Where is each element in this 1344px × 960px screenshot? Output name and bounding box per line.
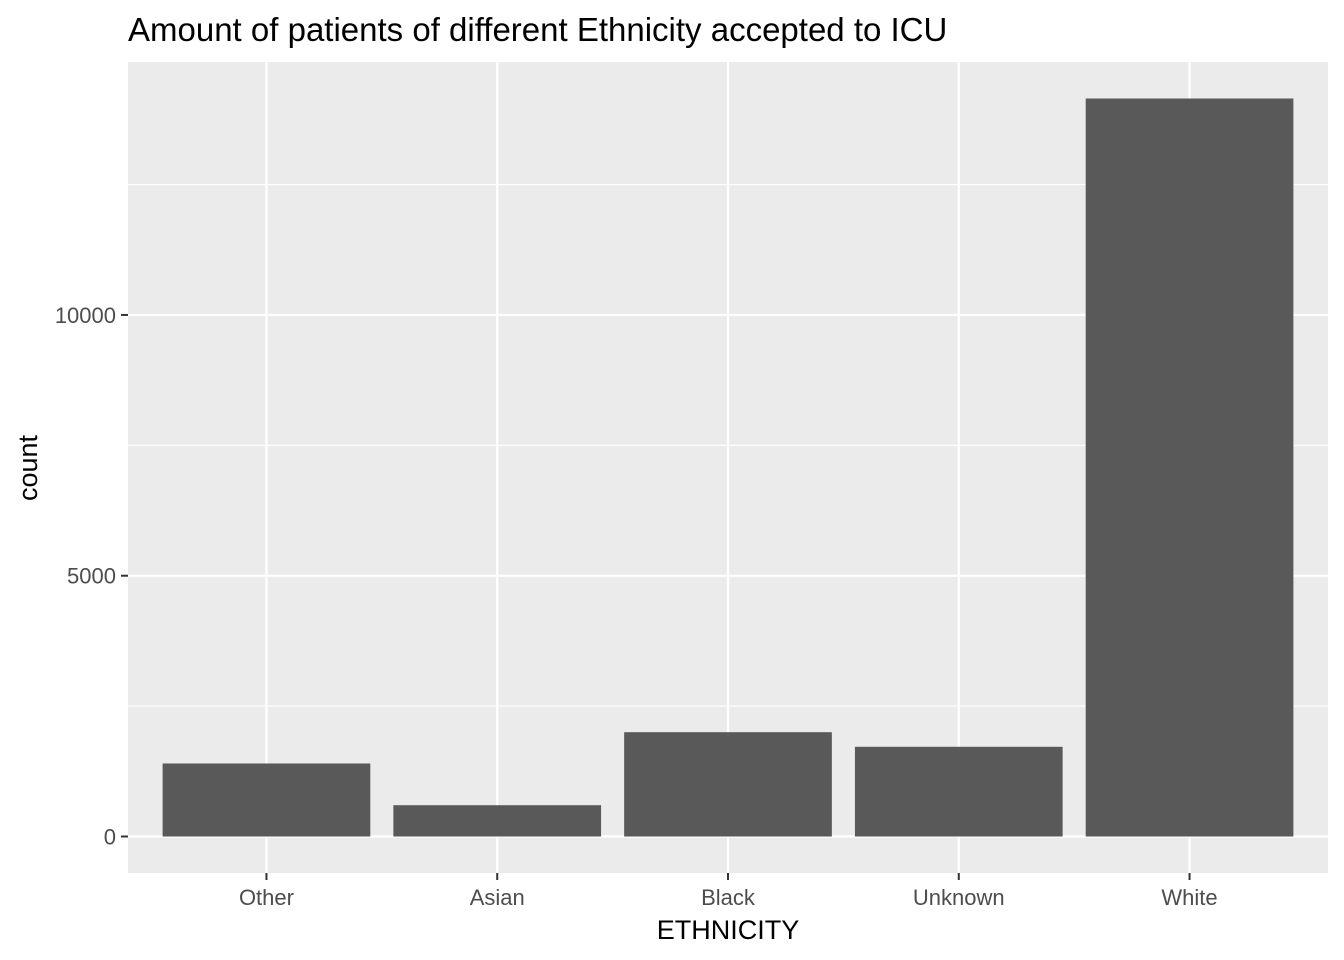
bar-white <box>1085 98 1294 837</box>
x-tick-label: Black <box>701 885 756 910</box>
y-axis: 0 5000 10000 <box>55 303 128 849</box>
bar-asian <box>393 805 602 837</box>
x-tick-label: Asian <box>470 885 525 910</box>
bar-other <box>162 763 371 837</box>
x-tick-label: White <box>1161 885 1217 910</box>
bar-unknown <box>854 746 1063 837</box>
y-tick-label: 0 <box>104 824 116 849</box>
x-axis: Other Asian Black Unknown White <box>239 873 1218 910</box>
x-tick-label: Unknown <box>913 885 1005 910</box>
x-axis-title: ETHNICITY <box>657 915 800 945</box>
y-tick-label: 5000 <box>67 564 116 589</box>
bars <box>162 98 1294 837</box>
y-tick-label: 10000 <box>55 303 116 328</box>
y-axis-title: count <box>13 434 43 501</box>
bar-black <box>624 732 832 837</box>
x-tick-label: Other <box>239 885 294 910</box>
chart-title: Amount of patients of different Ethnicit… <box>128 11 947 48</box>
